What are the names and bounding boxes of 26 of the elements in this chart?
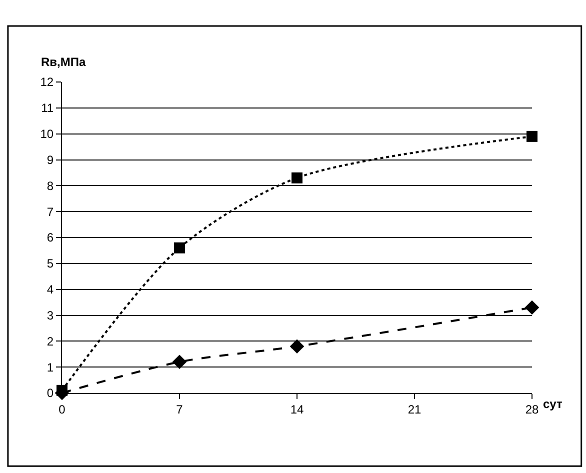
y-tick-label: 1 — [46, 360, 54, 374]
x-tick-label: 0 — [58, 402, 66, 416]
y-tick-label: 7 — [46, 204, 54, 219]
y-tick-label: 10 — [40, 127, 54, 142]
y-tick-label: 8 — [46, 178, 54, 193]
y-tick-label: 3 — [46, 308, 54, 322]
y-tick-label: 0 — [46, 386, 54, 400]
y-axis-title: Rв,МПа — [41, 55, 86, 69]
y-tick-label: 5 — [46, 256, 54, 271]
y-tick-label: 12 — [40, 75, 54, 90]
y-tick-label: 6 — [46, 230, 54, 245]
y-tick-label: 4 — [46, 282, 54, 297]
point — [174, 242, 185, 254]
x-axis-title: сут — [543, 397, 562, 411]
x-tick-label: 28 — [525, 402, 539, 416]
point — [526, 130, 538, 142]
point — [524, 300, 540, 315]
y-tick-label: 9 — [46, 152, 54, 167]
y-tick-label: 11 — [41, 101, 54, 116]
x-tick-label: 7 — [176, 402, 184, 416]
y-tick-label: 2 — [46, 334, 54, 348]
point — [172, 354, 187, 370]
point — [292, 172, 302, 184]
x-tick-label: 21 — [408, 402, 422, 416]
point — [290, 339, 304, 354]
x-tick-label: 14 — [290, 402, 304, 416]
